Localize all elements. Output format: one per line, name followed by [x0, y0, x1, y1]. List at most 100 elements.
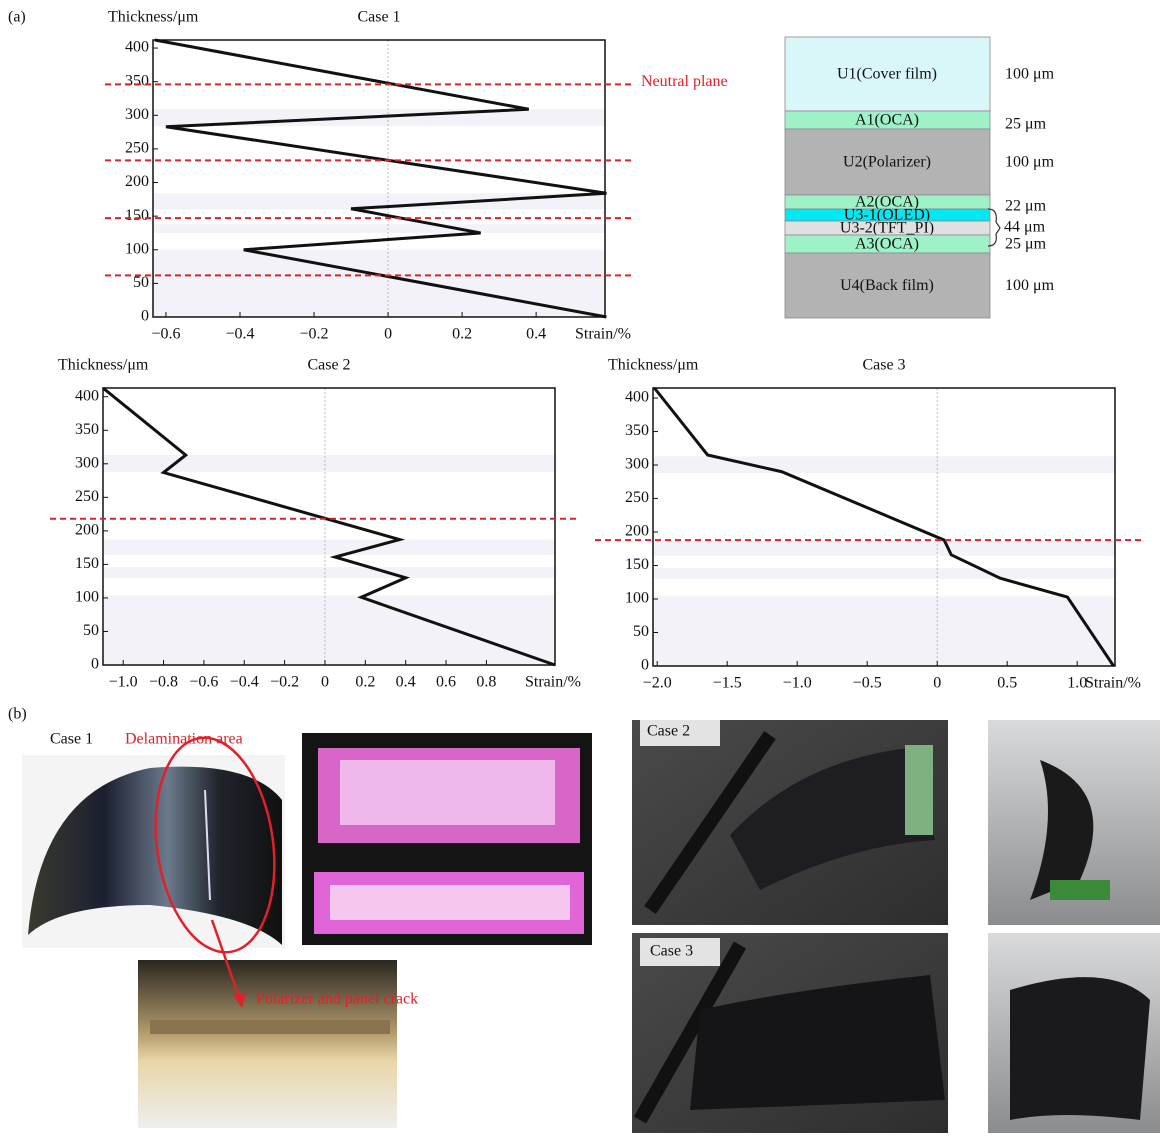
layer: [784, 252, 991, 319]
layer-label: U4(Back film): [840, 277, 934, 294]
x-tick-label: −1.5: [713, 675, 742, 692]
x-tick-label: −0.8: [149, 674, 178, 691]
photo-case2-table: [632, 720, 948, 925]
y-tick-label: 300: [75, 454, 99, 471]
x-tick-label: −0.6: [189, 674, 218, 691]
x-tick-label: −0.2: [300, 326, 329, 343]
y-tick-label: 150: [75, 555, 99, 572]
y-tick-label: 300: [625, 456, 649, 473]
layer-thickness: 25 μm: [1005, 236, 1047, 253]
annotation: Neutral plane: [641, 73, 728, 90]
x-tick-label: 0.8: [476, 674, 496, 691]
x-tick-label: −0.6: [151, 326, 180, 343]
y-tick-label: 100: [125, 240, 149, 257]
y-tick-label: 250: [75, 488, 99, 505]
chart-title: Case 2: [307, 357, 350, 374]
layer-band: [653, 596, 1115, 666]
y-tick-label: 50: [133, 274, 149, 291]
layer-thickness: 100 μm: [1005, 66, 1055, 83]
chart-title: Case 1: [357, 9, 400, 26]
layer-band: [103, 455, 555, 472]
group-thickness: 44 μm: [1004, 219, 1046, 236]
plot-frame: [152, 39, 606, 318]
y-tick-label: 100: [625, 590, 649, 607]
x-tick-label: 0.5: [997, 675, 1017, 692]
y-tick-label: 50: [633, 623, 649, 640]
x-tick-label: −1.0: [109, 674, 138, 691]
x-axis-label: Strain/%: [525, 674, 581, 691]
layer-label: U3-1(OLED): [844, 207, 930, 224]
layer-band: [653, 540, 1115, 557]
layer-label: U3-2(TFT_PI): [840, 220, 934, 237]
layer-band: [103, 567, 555, 578]
layer-label: A2(OCA): [855, 194, 919, 211]
y-axis-label: Thickness/μm: [58, 357, 149, 374]
x-tick-label: −0.4: [230, 674, 259, 691]
layer-band: [153, 224, 605, 233]
y-tick-label: 100: [75, 589, 99, 606]
x-tick-label: −0.2: [270, 674, 299, 691]
x-tick-label: 0.2: [355, 674, 375, 691]
layer-thickness: 100 μm: [1005, 277, 1055, 294]
x-tick-label: −1.0: [783, 675, 812, 692]
y-tick-label: 250: [625, 489, 649, 506]
y-tick-label: 50: [83, 622, 99, 639]
plot-frame: [102, 387, 556, 666]
layer-band: [103, 539, 555, 556]
y-tick-label: 400: [625, 389, 649, 406]
layer-thickness: 100 μm: [1005, 154, 1055, 171]
x-tick-label: 0.4: [526, 326, 546, 343]
panel-label: (a): [8, 9, 26, 26]
layer-band: [153, 249, 605, 317]
y-tick-label: 400: [125, 39, 149, 56]
x-tick-label: −0.5: [853, 675, 882, 692]
layer-thickness: 25 μm: [1005, 116, 1047, 133]
x-axis-label: Strain/%: [575, 326, 631, 343]
delamination-ellipse: [154, 736, 276, 954]
y-axis-label: Thickness/μm: [608, 357, 699, 374]
photo-label: Case 3: [650, 943, 693, 960]
layer-label: U1(Cover film): [837, 66, 937, 83]
x-tick-label: −2.0: [643, 675, 672, 692]
chart-title: Case 3: [862, 357, 905, 374]
photo-case3-side: [988, 933, 1160, 1133]
x-tick-label: 0: [384, 326, 392, 343]
photo-case3-table: [632, 933, 948, 1133]
layer: [784, 36, 991, 112]
x-tick-label: 0: [321, 674, 329, 691]
layer-label: U2(Polarizer): [843, 154, 931, 171]
photo-case1-crack: [138, 960, 397, 1128]
bracket: [987, 208, 1001, 247]
photo-case2-side: [988, 720, 1160, 925]
photo-label: Case 1: [50, 731, 93, 748]
y-tick-label: 250: [125, 140, 149, 157]
y-tick-label: 150: [625, 556, 649, 573]
y-tick-label: 350: [125, 72, 149, 89]
x-axis-label: Strain/%: [1085, 675, 1141, 692]
y-axis-label: Thickness/μm: [108, 9, 199, 26]
profile-line: [154, 38, 607, 319]
layer-band: [153, 193, 605, 210]
photo-label: Case 2: [647, 723, 690, 740]
profile-line: [102, 386, 556, 667]
x-tick-label: 1.0: [1067, 675, 1087, 692]
photo-case1-bent: [22, 755, 285, 948]
y-tick-label: 200: [125, 173, 149, 190]
y-tick-label: 150: [125, 207, 149, 224]
x-tick-label: 0: [933, 675, 941, 692]
panel-label: (b): [8, 706, 27, 723]
profile-line: [653, 387, 1115, 667]
y-tick-label: 0: [641, 657, 649, 674]
y-tick-label: 200: [75, 522, 99, 539]
photo-case1-display: [302, 733, 592, 945]
x-tick-label: 0.2: [452, 326, 472, 343]
layer: [784, 128, 991, 196]
annotation: Delamination area: [125, 731, 243, 748]
y-tick-label: 350: [75, 421, 99, 438]
x-tick-label: 0.4: [396, 674, 416, 691]
y-tick-label: 400: [75, 387, 99, 404]
layer-thickness: 22 μm: [1005, 198, 1047, 215]
arrow-head: [233, 993, 246, 1008]
y-tick-label: 350: [625, 422, 649, 439]
layer-label: A3(OCA): [855, 236, 919, 253]
